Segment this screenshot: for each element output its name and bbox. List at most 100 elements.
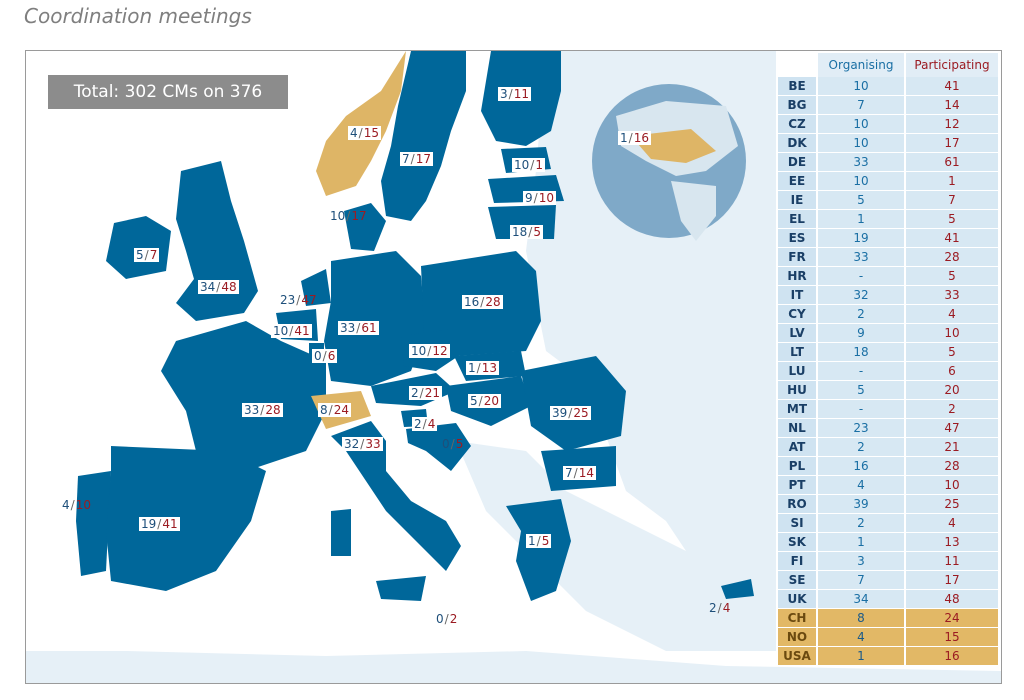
- participating-value: 47: [906, 419, 1000, 438]
- country-code: CY: [778, 305, 818, 324]
- participating-count: 17: [415, 152, 431, 166]
- country-code: BE: [778, 77, 818, 96]
- participating-count: 12: [432, 344, 448, 358]
- table-row: CZ 10 12: [778, 115, 1000, 134]
- organising-count: 23: [280, 293, 296, 307]
- organising-value: 4: [818, 628, 906, 647]
- table-row: DK 10 17: [778, 134, 1000, 153]
- table-row: LU -6: [778, 362, 1000, 381]
- participating-value: 10: [906, 324, 1000, 343]
- country-code: EE: [778, 172, 818, 191]
- label-separator: /: [528, 225, 533, 239]
- label-separator: /: [296, 293, 301, 307]
- label-separator: /: [322, 349, 327, 363]
- label-separator: /: [70, 498, 75, 512]
- map-label-it: 32/33: [342, 437, 383, 451]
- label-separator: /: [530, 158, 535, 172]
- participating-count: 5: [533, 225, 541, 239]
- organising-value: 1: [818, 533, 906, 552]
- organising-value: 1: [818, 210, 906, 229]
- participating-value: 12: [906, 115, 1000, 134]
- table-row: EE 10 1: [778, 172, 1000, 191]
- country-ie: [106, 216, 171, 279]
- organising-value: 10: [818, 115, 906, 134]
- country-code: MT: [778, 400, 818, 419]
- table-row: PT 4 10: [778, 476, 1000, 495]
- globe-usa: [631, 129, 716, 163]
- participating-count: 20: [483, 394, 499, 408]
- table-row: LV 9 10: [778, 324, 1000, 343]
- participating-count: 33: [365, 437, 381, 451]
- label-separator: /: [573, 466, 578, 480]
- label-separator: /: [628, 131, 633, 145]
- label-separator: /: [144, 248, 149, 262]
- participating-count: 28: [485, 295, 501, 309]
- participating-count: 4: [427, 417, 436, 431]
- participating-value: 4: [906, 305, 1000, 324]
- organising-count: 32: [344, 437, 360, 451]
- header-participating: Participating: [906, 53, 1000, 77]
- table-row: FR 33 28: [778, 248, 1000, 267]
- country-code: HR: [778, 267, 818, 286]
- organising-value: 7: [818, 96, 906, 115]
- label-separator: /: [157, 517, 162, 531]
- organising-count: 5: [470, 394, 478, 408]
- label-separator: /: [568, 406, 573, 420]
- table-row: BE 10 41: [778, 77, 1000, 96]
- organising-value: 32: [818, 286, 906, 305]
- participating-count: 13: [481, 361, 497, 375]
- country-code: DE: [778, 153, 818, 172]
- country-code: SK: [778, 533, 818, 552]
- participating-value: 25: [906, 495, 1000, 514]
- map-label-ro: 39/25: [550, 406, 591, 420]
- participating-count: 61: [361, 321, 377, 335]
- organising-count: 0: [436, 612, 444, 626]
- organising-value: 23: [818, 419, 906, 438]
- label-separator: /: [422, 417, 427, 431]
- country-code: PT: [778, 476, 818, 495]
- country-code: EL: [778, 210, 818, 229]
- map-label-cz: 10/12: [409, 344, 450, 358]
- organising-value: -: [818, 362, 906, 381]
- table-row: HU 5 20: [778, 381, 1000, 400]
- organising-value: 34: [818, 590, 906, 609]
- organising-value: 10: [818, 134, 906, 153]
- map-label-mt: 0/2: [434, 612, 459, 626]
- organising-value: 7: [818, 571, 906, 590]
- label-separator: /: [356, 321, 361, 335]
- participating-count: 28: [265, 403, 281, 417]
- map-label-hu: 5/20: [468, 394, 501, 408]
- participating-count: 4: [722, 601, 731, 615]
- participating-value: 6: [906, 362, 1000, 381]
- country-hr: [406, 423, 471, 471]
- country-code: IT: [778, 286, 818, 305]
- organising-value: 16: [818, 457, 906, 476]
- organising-count: 1: [528, 534, 536, 548]
- table-header-row: Organising Participating: [778, 53, 1000, 77]
- organising-value: 9: [818, 324, 906, 343]
- country-se: [381, 51, 466, 221]
- organising-count: 10: [273, 324, 289, 338]
- label-separator: /: [444, 612, 449, 626]
- country-code: BG: [778, 96, 818, 115]
- organising-count: 18: [512, 225, 528, 239]
- label-separator: /: [450, 437, 455, 451]
- participating-value: 10: [906, 476, 1000, 495]
- participating-value: 24: [906, 609, 1000, 628]
- participating-value: 17: [906, 134, 1000, 153]
- organising-value: 19: [818, 229, 906, 248]
- organising-count: 5: [136, 248, 144, 262]
- participating-count: 7: [149, 248, 158, 262]
- country-de: [324, 251, 426, 386]
- country-code: SI: [778, 514, 818, 533]
- label-separator: /: [476, 361, 481, 375]
- organising-count: 0: [314, 349, 322, 363]
- organising-count: 39: [552, 406, 568, 420]
- label-separator: /: [427, 344, 432, 358]
- organising-value: 3: [818, 552, 906, 571]
- country-code: LT: [778, 343, 818, 362]
- participating-value: 5: [906, 210, 1000, 229]
- table-row: MT -2: [778, 400, 1000, 419]
- country-code: LV: [778, 324, 818, 343]
- organising-value: 8: [818, 609, 906, 628]
